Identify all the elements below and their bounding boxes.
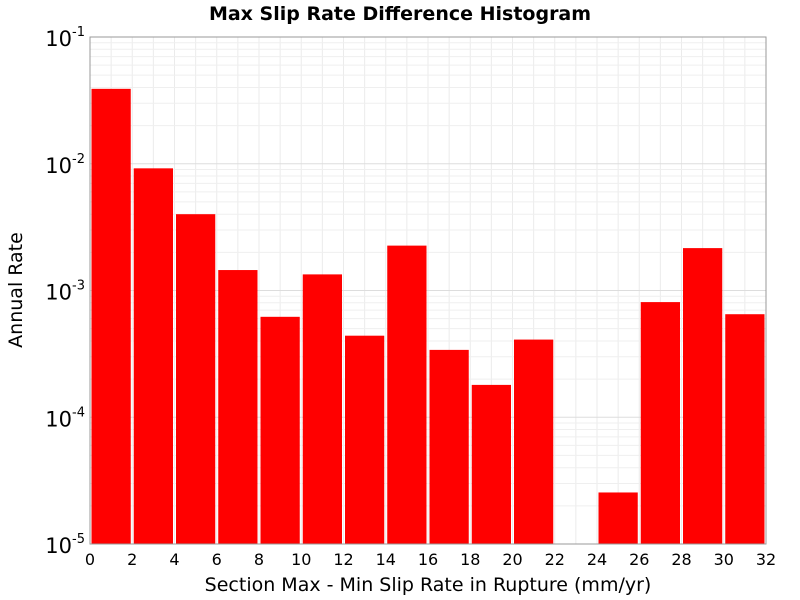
x-tick-label: 2 — [127, 550, 137, 569]
x-tick-label: 20 — [502, 550, 522, 569]
histogram-bar — [514, 339, 554, 544]
x-tick-label: 28 — [671, 550, 691, 569]
x-tick-label: 26 — [629, 550, 649, 569]
bars — [91, 88, 765, 545]
x-tick-label: 14 — [376, 550, 396, 569]
x-tick-labels: 0 2 4 6 8 10 12 14 16 18 20 22 24 26 28 30 32 — [85, 550, 776, 569]
x-tick-label: 12 — [333, 550, 353, 569]
x-tick-label: 30 — [714, 550, 734, 569]
x-tick-label: 18 — [460, 550, 480, 569]
y-tick-exponent: -1 — [72, 25, 85, 40]
histogram-bar — [345, 335, 385, 544]
plot-border — [89, 36, 767, 545]
x-tick-label: 0 — [85, 550, 95, 569]
x-tick-label: 8 — [254, 550, 264, 569]
x-tick-label: 32 — [756, 550, 776, 569]
x-tick-label: 16 — [418, 550, 438, 569]
y-tick-exponent: -5 — [72, 532, 85, 547]
y-tick-label: 10 -4 — [45, 405, 85, 431]
y-tick-exponent: -3 — [72, 279, 85, 294]
y-tick-labels: 10-510-410-310-210-1 — [45, 25, 85, 558]
y-tick-base: 10 — [45, 534, 72, 558]
histogram-bar — [387, 245, 427, 544]
x-tick-label: 10 — [291, 550, 311, 569]
y-tick-exponent: -4 — [72, 405, 85, 420]
y-tick-base: 10 — [45, 154, 72, 178]
histogram-bar — [725, 314, 765, 544]
histogram-bar — [471, 384, 511, 544]
y-tick-label: 10 -1 — [45, 25, 85, 51]
histogram-bar — [260, 316, 300, 544]
y-tick-label: 10 -5 — [45, 532, 85, 558]
histogram-bar — [133, 168, 173, 544]
histogram-bar — [683, 248, 723, 545]
histogram-bar — [176, 214, 216, 544]
histogram-bar — [91, 88, 131, 545]
x-tick-label: 22 — [545, 550, 565, 569]
histogram-bar — [598, 492, 638, 544]
y-tick-base: 10 — [45, 407, 72, 431]
y-tick-base: 10 — [45, 27, 72, 51]
histogram-bar — [218, 270, 258, 544]
y-axis-label: Annual Rate — [5, 232, 27, 348]
y-tick-label: 10 -2 — [45, 152, 85, 178]
x-tick-label: 4 — [169, 550, 179, 569]
histogram-bar — [429, 349, 469, 544]
chart-title: Max Slip Rate Difference Histogram — [209, 3, 591, 25]
y-tick-label: 10 -3 — [45, 279, 85, 305]
y-tick-exponent: -2 — [72, 152, 85, 167]
x-tick-label: 6 — [212, 550, 222, 569]
x-tick-label: 24 — [587, 550, 607, 569]
y-tick-base: 10 — [45, 281, 72, 305]
x-axis-label: Section Max - Min Slip Rate in Rupture (… — [205, 574, 652, 596]
histogram-bar — [640, 302, 680, 544]
histogram-bar — [302, 274, 342, 544]
